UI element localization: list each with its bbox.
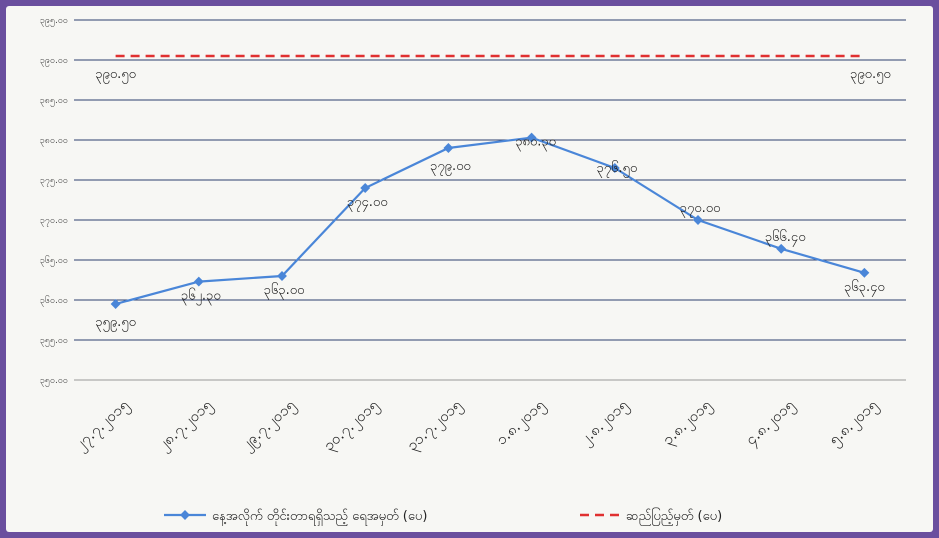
data-labels: ၃၅၉.၅၀ ၃၆၂.၃၀ ၃၆၃.၀၀ ၃၇၄.၀၀ ၃၇၉.၀၀ ၃၈၀.၃၀၃၇၆.… [95, 67, 891, 332]
data-point-marker [526, 132, 537, 143]
y-tick-label: ၃၈၀.၀၀ [40, 136, 68, 147]
y-tick-label: ၃၈၅.၀၀ [40, 96, 68, 107]
y-tick-label: ၃၉၀.၀၀ [40, 56, 68, 67]
y-tick-label: ၃၇၅.၀၀ [40, 176, 68, 187]
data-label: ၃၆၃.၀၀ [264, 282, 305, 300]
data-label-full-level: ၃၉၀.၅၀ [95, 67, 136, 84]
x-tick-label: ၃.၈.၂၀၁၅ [659, 396, 717, 451]
x-tick-label: ၂၈.၇.၂၀၁၅ [154, 396, 218, 456]
x-tick-label: ၂၉.၇.၂၀၁၅ [237, 396, 300, 456]
x-axis-ticks: ၂၇.၇.၂၀၁၅ ၂၈.၇.၂၀၁၅ ၂၉.၇.၂၀၁၅ ၃၀.၇.၂၀၁၅ ၃၁.၇… [71, 396, 883, 457]
data-point-marker [443, 143, 454, 153]
x-tick-label: ၂.၈.၂၀၁၅ [576, 396, 633, 451]
data-point-marker [193, 276, 204, 287]
legend-marker-daily-water-level [180, 510, 190, 520]
y-tick-label: ၃၇၀.၀၀ [40, 216, 68, 227]
y-tick-label: ၃၅၅.၀၀ [40, 336, 68, 347]
y-tick-label: ၃၅၀.၀၀ [40, 376, 68, 387]
legend-label-reservoir-full-level: ဆည်ပြည့်မှတ် (ပေ) [626, 507, 722, 526]
data-point-marker [277, 271, 287, 281]
y-tick-label: ၃၆၅.၀၀ [40, 255, 68, 267]
y-tick-label: ၃၆၀.၀၀ [40, 295, 68, 307]
data-point-marker [693, 215, 703, 225]
x-tick-label: ၁.၈.၂၀၁၅ [492, 396, 550, 451]
data-point-marker [360, 183, 371, 193]
x-tick-label: ၂၇.၇.၂၀၁၅ [71, 396, 134, 456]
legend: နေ့အလိုက် တိုင်းတာရရှိသည့် ရေအမှတ် (ပေ) ဆ… [164, 507, 722, 526]
data-label: ၃၇၀.၀၀ [680, 201, 721, 218]
data-label-full-level: ၃၉၀.၅၀ [850, 67, 891, 84]
x-tick-label: ၄.၈.၂၀၁၅ [742, 396, 800, 451]
series-line-daily-water-level [115, 136, 865, 306]
series-layer [110, 54, 870, 309]
data-label: ၃၇၉.၀၀ [430, 159, 471, 176]
data-label: ၃၆၃.၄၀ [844, 279, 885, 297]
line-chart: ၃၅၀.၀၀ ၃၅၅.၀၀ ၃၆၀.၀၀ ၃၆၅.၀၀ ၃၇၀.၀၀ ၃၇၅.၀၀ ၃၈၀.… [40, 16, 906, 526]
data-label: ၃၇၄.၀၀ [347, 195, 388, 212]
legend-label-daily-water-level: နေ့အလိုက် တိုင်းတာရရှိသည့် ရေအမှတ် (ပေ) [212, 508, 427, 526]
data-point-marker [609, 163, 620, 173]
data-point-marker [776, 243, 787, 254]
x-tick-label: ၃၀.၇.၂၀၁၅ [320, 396, 384, 457]
data-label: ၃၈၀.၃၀ [515, 135, 556, 152]
data-label: ၃၆၆.၄၀ [765, 229, 806, 247]
x-tick-label: ၃၁.၇.၂၀၁၅ [403, 396, 467, 457]
data-point-marker [859, 267, 870, 278]
data-label: ၃၇၆.၅၀ [596, 160, 637, 178]
gridlines [74, 19, 906, 381]
data-label: ၃၆၂.၃၀ [181, 288, 221, 306]
y-tick-label: ၃၉၅.၀၀ [40, 16, 68, 27]
data-label: ၃၅၉.၅၀ [95, 315, 136, 332]
y-axis-ticks: ၃၅၀.၀၀ ၃၅၅.၀၀ ၃၆၀.၀၀ ၃၆၅.၀၀ ၃၇၀.၀၀ ၃၇၅.၀၀ ၃၈၀.… [40, 16, 68, 387]
x-tick-label: ၅.၈.၂၀၁၅ [825, 396, 883, 451]
chart-frame: ၃၅၀.၀၀ ၃၅၅.၀၀ ၃၆၀.၀၀ ၃၆၅.၀၀ ၃၇၀.၀၀ ၃၇၅.၀၀ ၃၈၀.… [6, 6, 933, 532]
